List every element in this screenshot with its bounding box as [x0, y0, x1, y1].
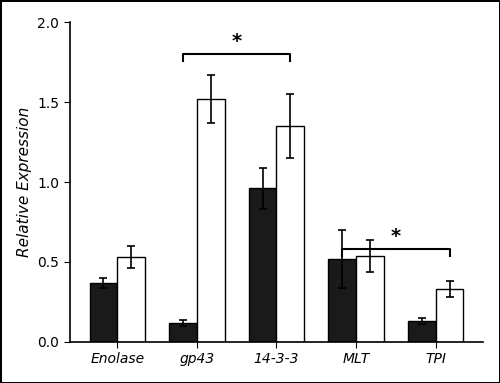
Bar	[328, 259, 356, 342]
Text: *: *	[232, 32, 242, 51]
Bar	[408, 321, 436, 342]
Bar	[276, 126, 304, 342]
Bar	[436, 289, 464, 342]
Bar	[169, 323, 197, 342]
Bar	[356, 255, 384, 342]
Bar	[248, 188, 276, 342]
Bar	[118, 257, 145, 342]
Text: *: *	[391, 227, 401, 246]
Bar	[197, 99, 225, 342]
Bar	[90, 283, 118, 342]
Y-axis label: Relative Expression: Relative Expression	[16, 107, 32, 257]
